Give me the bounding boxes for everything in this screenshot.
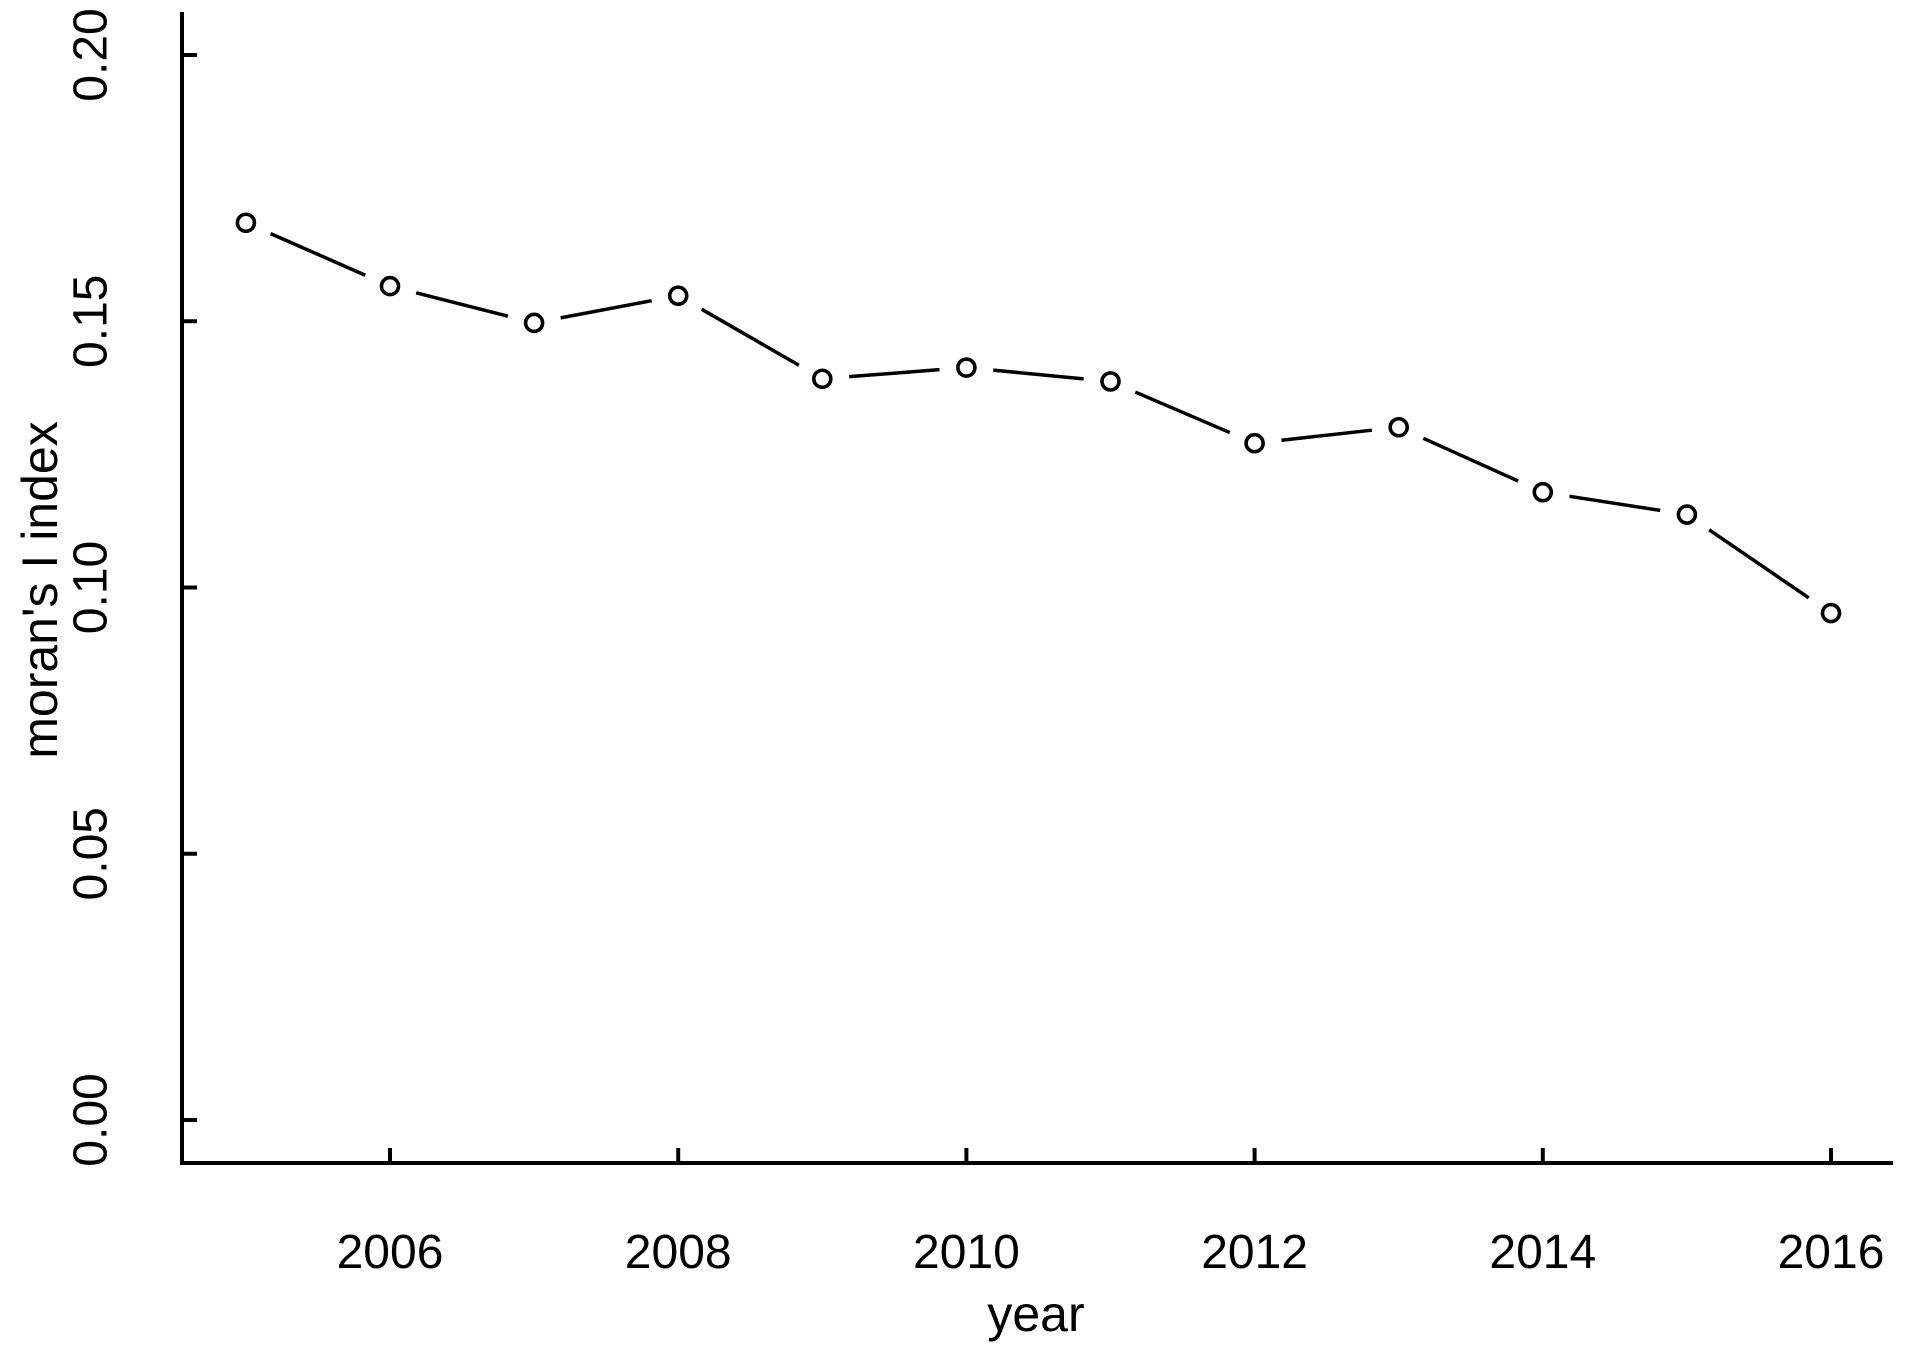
- series-line-segment: [700, 307, 800, 367]
- data-point-2014: [1532, 481, 1554, 503]
- series-line-segment: [1708, 528, 1810, 600]
- series-line-segment: [1281, 428, 1373, 442]
- y-axis-title: moran's I index: [12, 421, 68, 759]
- data-point-2015: [1676, 504, 1698, 525]
- x-axis-tick-label: 2016: [1778, 1226, 1885, 1279]
- series-line-segment: [1134, 390, 1231, 435]
- y-axis-tick-label: 0.05: [65, 807, 118, 900]
- x-axis-tick-label: 2008: [625, 1226, 732, 1279]
- data-point-2016: [1820, 602, 1842, 624]
- data-point-2010: [956, 357, 977, 378]
- data-point-2013: [1388, 416, 1409, 438]
- x-axis-tick-label: 2012: [1201, 1226, 1308, 1279]
- data-point-2011: [1100, 371, 1121, 392]
- series-line-segment: [1422, 436, 1519, 483]
- data-point-2006: [379, 275, 401, 297]
- y-axis-tick-label: 0.00: [65, 1073, 118, 1166]
- x-axis-tick-label: 2014: [1489, 1226, 1596, 1279]
- x-axis-tick-label: 2010: [913, 1226, 1020, 1279]
- x-axis-title: year: [987, 1286, 1085, 1342]
- series-line-segment: [415, 291, 509, 318]
- y-axis-tick-label: 0.10: [65, 541, 118, 634]
- series-line-segment: [1569, 494, 1661, 513]
- series-line-segment: [269, 232, 366, 277]
- data-point-2008: [667, 285, 689, 306]
- data-point-2012: [1244, 432, 1265, 454]
- series-line-segment: [560, 298, 652, 320]
- x-axis-tick-label: 2006: [337, 1226, 444, 1279]
- y-axis-tick-label: 0.20: [65, 8, 118, 101]
- y-axis-tick-label: 0.15: [65, 275, 118, 368]
- data-point-2009: [811, 368, 833, 390]
- series-line-segment: [849, 367, 940, 379]
- data-point-2005: [235, 212, 257, 234]
- series-line-segment: [993, 368, 1084, 381]
- data-point-2007: [523, 312, 545, 334]
